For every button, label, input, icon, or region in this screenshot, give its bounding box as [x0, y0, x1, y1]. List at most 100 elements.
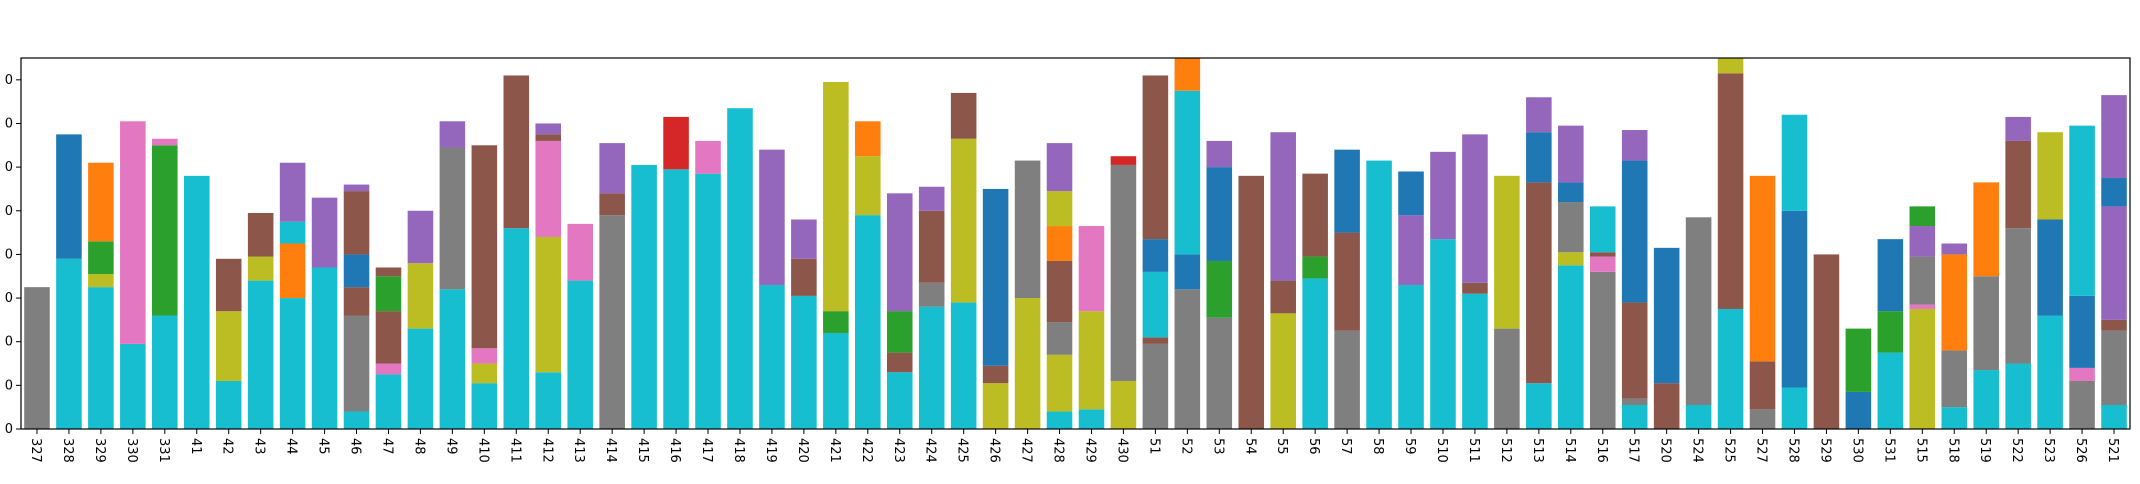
x-tick-label: 58: [1370, 438, 1385, 455]
bar-stack-416: [663, 116, 689, 430]
bar-stack-49: [439, 121, 466, 429]
bar-segment-430-2: [1110, 156, 1137, 165]
bar-segment-56-1: [1302, 256, 1328, 279]
bar-segment-422-1: [855, 156, 881, 216]
bar-segment-331-1: [152, 145, 178, 316]
x-tick-label: 327: [28, 438, 43, 463]
x-tick-label: 329: [92, 438, 107, 463]
bar-segment-419-0: [759, 284, 785, 429]
bar-segment-331-0: [152, 315, 178, 429]
bar-stack-46: [343, 184, 370, 429]
bar-stack-51: [1142, 75, 1169, 429]
bar-segment-412-3: [535, 134, 562, 141]
bar-segment-521-0: [2101, 404, 2127, 429]
bar-segment-47-4: [375, 267, 402, 277]
x-tick-label: 46: [348, 438, 363, 455]
bar-segment-522-2: [2005, 140, 2031, 229]
x-tick-label: 47: [379, 438, 394, 455]
bar-segment-517-0: [1621, 404, 1648, 429]
bar-segment-516-3: [1589, 206, 1616, 253]
bar-segment-44-2: [279, 221, 306, 244]
x-tick-label: 54: [1242, 438, 1257, 455]
bar-segment-413-0: [567, 280, 593, 429]
bar-segment-425-0: [950, 302, 977, 429]
bar-segment-48-2: [407, 210, 434, 264]
bar-segment-519-0: [1973, 370, 1999, 429]
bar-segment-429-2: [1078, 226, 1105, 312]
bar-segment-43-0: [247, 280, 274, 429]
x-tick-label: 44: [284, 438, 299, 455]
bar-segment-519-2: [1973, 182, 1999, 277]
y-tick-label: 0: [5, 160, 13, 175]
bar-segment-513-1: [1526, 182, 1552, 384]
bar-segment-420-2: [791, 219, 817, 259]
bar-segment-425-2: [950, 92, 977, 139]
bar-segment-412-1: [535, 236, 562, 373]
bar-segment-516-0: [1589, 271, 1616, 429]
bar-segment-330-1: [120, 121, 146, 344]
bar-segment-527-0: [1749, 409, 1776, 429]
bar-stack-56: [1302, 173, 1328, 429]
bar-segment-429-0: [1078, 409, 1105, 429]
bar-segment-531-0: [1877, 352, 1904, 429]
bar-segment-523-0: [2037, 315, 2063, 429]
bar-stack-522: [2005, 116, 2031, 429]
bar-stack-531: [1877, 239, 1904, 429]
bar-stack-41: [183, 175, 210, 429]
x-tick-label: 57: [1338, 438, 1353, 455]
bar-segment-327-0: [24, 287, 50, 429]
bar-segment-424-1: [918, 282, 945, 307]
bar-stack-43: [247, 212, 274, 429]
x-tick-label: 415: [635, 438, 650, 463]
y-tick-label: 0: [5, 335, 13, 350]
bar-segment-516-2: [1589, 252, 1616, 257]
bar-segment-429-1: [1078, 311, 1105, 410]
bar-segment-520-0: [1653, 383, 1680, 429]
bar-segment-328-1: [56, 134, 82, 259]
bar-stack-417: [695, 140, 721, 429]
bar-segment-514-1: [1558, 252, 1584, 266]
bar-segment-329-2: [88, 241, 114, 275]
bar-segment-59-1: [1398, 215, 1424, 285]
bar-segment-518-0: [1941, 407, 1968, 429]
bar-segment-47-0: [375, 374, 402, 429]
x-tick-label: 48: [411, 438, 426, 455]
x-tick-label: 430: [1114, 438, 1129, 463]
bar-segment-514-2: [1558, 202, 1584, 253]
bar-segment-51-1: [1142, 337, 1169, 344]
x-tick-label: 51: [1146, 438, 1161, 455]
x-tick-label: 410: [475, 438, 490, 463]
x-tick-label: 513: [1530, 438, 1545, 463]
bar-stack-514: [1558, 125, 1584, 429]
bar-segment-423-2: [886, 311, 913, 353]
bar-segment-428-1: [1046, 354, 1073, 412]
bar-segment-528-0: [1781, 387, 1808, 429]
bar-stack-410: [471, 145, 498, 429]
bar-stack-429: [1078, 226, 1105, 429]
bar-segment-515-4: [1909, 206, 1936, 227]
y-tick-label: 0: [5, 291, 13, 306]
bar-stack-519: [1973, 182, 1999, 429]
bar-segment-423-1: [886, 352, 913, 373]
bar-segment-424-3: [918, 186, 945, 211]
x-tick-label: 413: [571, 438, 586, 463]
bar-segment-46-0: [343, 411, 370, 429]
bar-stack-515: [1909, 206, 1936, 429]
bar-segment-531-1: [1877, 311, 1904, 353]
bar-stack-328: [56, 134, 82, 429]
bar-segment-422-2: [855, 121, 881, 157]
x-tick-label: 521: [2105, 438, 2120, 463]
bar-segment-421-1: [823, 311, 849, 333]
bar-stack-422: [855, 121, 881, 429]
bar-stack-528: [1781, 114, 1808, 429]
x-tick-label: 424: [923, 438, 938, 463]
bar-segment-410-2: [471, 348, 498, 364]
bar-stack-511: [1462, 134, 1488, 429]
bar-stack-44: [279, 162, 306, 429]
bar-segment-43-1: [247, 256, 274, 281]
bar-segment-55-2: [1270, 132, 1296, 281]
x-tick-label: 528: [1785, 438, 1800, 463]
bar-segment-412-4: [535, 123, 562, 135]
x-tick-label: 417: [699, 438, 714, 463]
y-tick-label: 0: [5, 422, 13, 437]
